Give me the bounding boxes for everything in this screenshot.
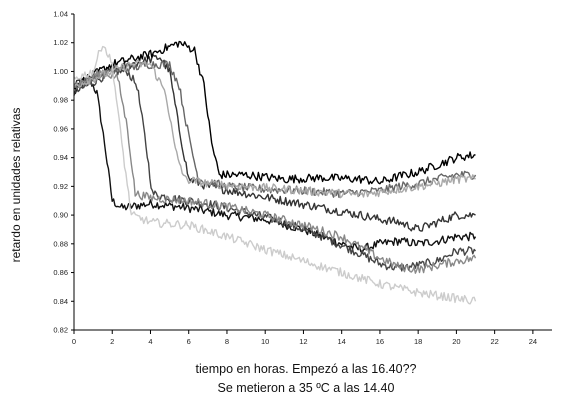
y-tick-label: 0.98	[53, 96, 68, 105]
series-line-8	[73, 45, 477, 305]
series-line-6	[73, 69, 477, 274]
x-tick-label: 10	[261, 337, 269, 346]
y-tick-label: 0.90	[53, 211, 68, 220]
axes-group: 0.82 0.84 0.86 0.88 0.90 0.92 0.94 0.96 0.98 1.00…	[53, 10, 552, 346]
y-tick-label: 1.00	[53, 67, 68, 76]
x-tick-label: 24	[529, 337, 537, 346]
y-tick-label: 0.92	[53, 182, 68, 191]
y-tick-label: 0.86	[53, 268, 68, 277]
y-tick-label: 0.94	[53, 153, 68, 162]
x-tick-label: 20	[452, 337, 460, 346]
x-tick-label: 6	[187, 337, 191, 346]
series-line-2	[73, 66, 477, 272]
x-tick-label: 0	[72, 337, 76, 346]
x-tick-label: 22	[490, 337, 498, 346]
series-line-4	[73, 40, 476, 185]
x-tick-label: 18	[414, 337, 422, 346]
x-tick-label: 14	[338, 337, 346, 346]
y-tick-label: 0.88	[53, 239, 68, 248]
y-tick-label: 0.84	[53, 297, 68, 306]
y-tick-label: 1.02	[53, 38, 68, 47]
y-tick-label: 1.04	[53, 10, 68, 19]
x-tick-label: 12	[299, 337, 307, 346]
x-tick-label: 2	[110, 337, 114, 346]
series-group	[73, 40, 477, 305]
x-tick-label: 16	[376, 337, 384, 346]
x-tick-label: 4	[148, 337, 152, 346]
series-line-7	[73, 59, 476, 199]
y-tick-label: 0.82	[53, 326, 68, 335]
x-axis-title-line-1: tiempo en horas. Empezó a las 16.40??	[195, 362, 417, 376]
y-tick-label: 0.96	[53, 124, 68, 133]
x-axis-title-line-2: Se metieron a 35 ºC a las 14.40	[217, 381, 395, 395]
x-tick-label: 8	[225, 337, 229, 346]
y-axis-title: retardo en unidades relativas	[9, 108, 23, 263]
